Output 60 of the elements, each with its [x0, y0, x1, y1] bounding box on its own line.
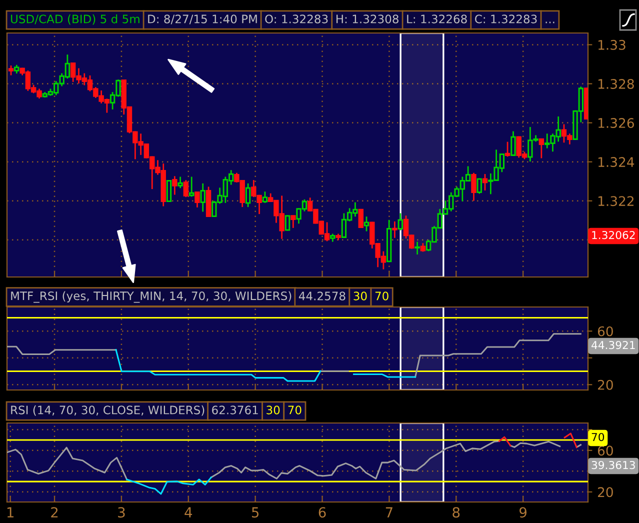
candlestick	[476, 178, 482, 194]
y-tick-label: 1.322	[598, 196, 634, 206]
y-tick-label: 1.324	[598, 157, 634, 168]
line-series	[126, 476, 212, 495]
chart-title: USD/CAD (BID) 5 d 5m	[11, 14, 140, 25]
x-tick-label: 8	[452, 507, 460, 518]
text: 62.3761	[212, 406, 258, 414]
candlestick	[262, 192, 268, 203]
x-tick-label: 2	[51, 507, 58, 518]
text: H: 1.32308	[336, 14, 398, 24]
text: C: 1.32283	[475, 14, 537, 24]
candlestick	[245, 183, 251, 208]
text: L: 1.32268	[407, 14, 467, 24]
text: 44.3921	[592, 340, 635, 350]
ref-line-label: 30	[354, 292, 367, 300]
y-tick-label: 60	[598, 446, 613, 456]
candlestick	[392, 221, 398, 238]
y-tick-label: 1.326	[598, 118, 634, 128]
candlestick	[178, 176, 183, 188]
text: 1.32062	[592, 230, 635, 240]
text: 44.2578	[298, 292, 346, 300]
candlestick	[504, 142, 510, 157]
y-tick-label: 60	[598, 326, 613, 336]
x-tick-label: 6	[318, 507, 326, 518]
candlestick	[471, 172, 476, 201]
candlestick	[166, 180, 172, 202]
text: 70	[592, 432, 604, 442]
y-tick-label: 20	[598, 487, 613, 498]
chart-title: RSI (14, 70, 30, CLOSE, WILDERS)	[11, 405, 204, 416]
text: O: 1.32283	[265, 14, 328, 24]
candlestick	[172, 176, 178, 195]
candlestick	[538, 138, 544, 158]
candlestick	[414, 242, 420, 254]
x-tick-label: 9	[520, 507, 527, 518]
x-tick-label: 4	[184, 507, 192, 518]
candlestick	[290, 215, 296, 228]
x-tick-label: 7	[386, 507, 392, 518]
text: ...	[546, 22, 554, 24]
x-tick-label: 5	[252, 507, 259, 518]
ref-line-label: 30	[266, 406, 280, 414]
candlestick	[194, 192, 200, 208]
candlestick	[284, 215, 290, 231]
candlestick	[510, 131, 516, 156]
y-tick-label: 20	[598, 380, 613, 390]
candlestick	[183, 180, 189, 198]
x-tick-label: 3	[118, 507, 125, 518]
candlestick	[189, 176, 194, 197]
chart-title: MTF_RSI (yes, THIRTY_MIN, 14, 70, 30, WILDERS)	[11, 291, 292, 303]
ref-line-label: 70	[375, 292, 388, 300]
candlestick	[364, 216, 370, 232]
ref-line-label: 70	[288, 406, 302, 414]
candlestick	[200, 183, 206, 212]
text: 39.3613	[592, 460, 635, 470]
candlestick	[398, 213, 403, 230]
y-tick-label: 1.33	[598, 40, 626, 50]
x-tick-label: 1	[7, 507, 14, 518]
candlestick	[358, 208, 364, 228]
candlestick	[482, 174, 488, 190]
text: D: 8/27/15 1:40 PM	[148, 14, 257, 24]
y-tick-label: 1.328	[598, 78, 634, 89]
